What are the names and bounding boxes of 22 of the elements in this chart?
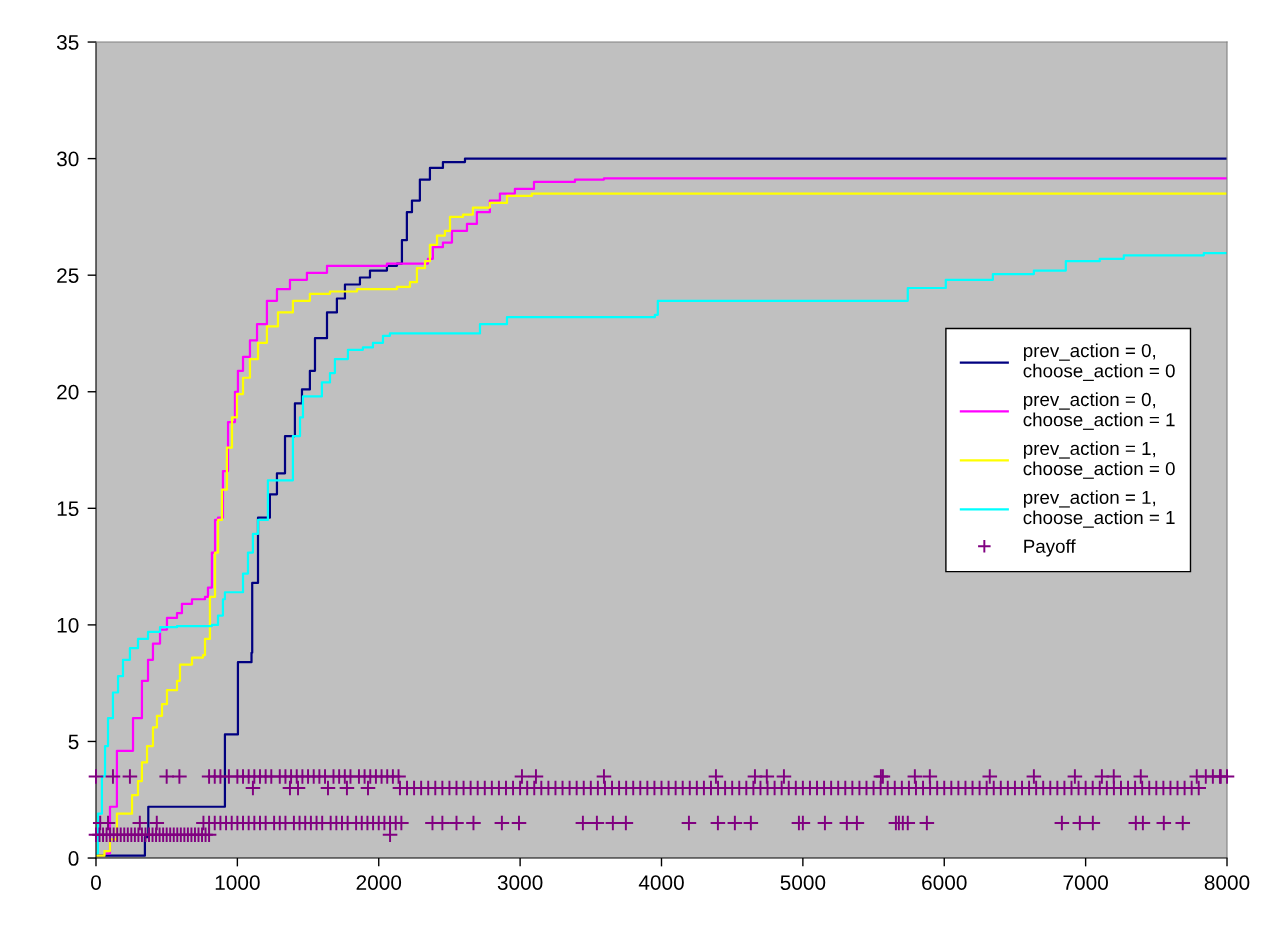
y-tick-label: 15 [57,501,79,517]
legend-label: prev_action = 0, choose_action = 1 [1023,392,1175,430]
x-tick-label: 2000 [356,875,402,890]
legend-label: Payoff [1024,539,1076,557]
x-tick-label: 6000 [922,875,967,890]
x-tick-label: 0 [91,875,101,890]
x-tick-label: 3000 [497,875,543,890]
x-tick-label: 7000 [1063,875,1108,890]
y-tick-label: 30 [56,151,79,167]
y-tick-label: 20 [57,384,79,400]
y-tick-label: 0 [68,851,79,866]
x-tick-label: 8000 [1204,875,1250,890]
x-tick-label: 1000 [215,875,260,890]
y-tick-label: 35 [56,35,79,50]
x-tick-label: 5000 [780,875,826,890]
y-tick-label: 5 [68,734,79,750]
y-tick-label: 10 [57,617,79,633]
x-tick-label: 4000 [638,875,684,890]
legend-label: prev_action = 0, choose_action = 0 [1023,343,1175,381]
y-tick-label: 25 [57,268,79,283]
legend-label: prev_action = 1, choose_action = 0 [1023,441,1175,479]
legend-label: prev_action = 1, choose_action = 1 [1023,490,1175,528]
